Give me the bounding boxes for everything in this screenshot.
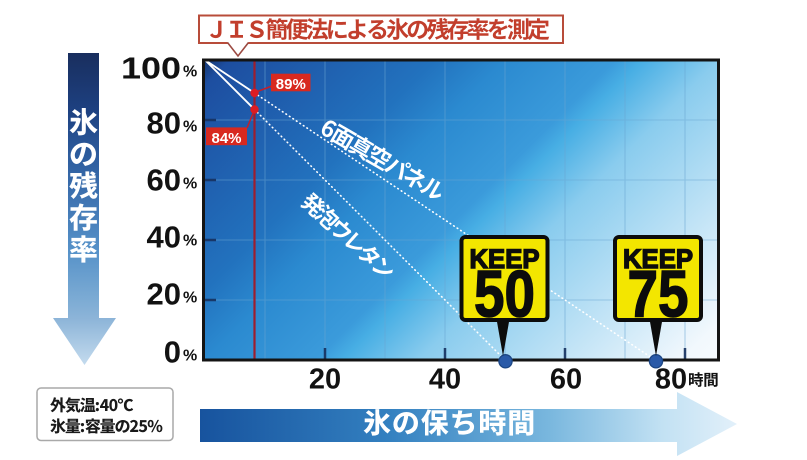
svg-text:%: % [183,233,197,250]
svg-text:20: 20 [309,364,341,396]
svg-text:40: 40 [147,220,181,255]
svg-text:100: 100 [121,51,181,86]
svg-text:80: 80 [655,364,687,396]
svg-text:KEEP: KEEP [623,244,693,274]
svg-text:%: % [183,290,197,307]
svg-text:%: % [183,64,197,81]
svg-text:75: 75 [628,257,689,331]
svg-text:60: 60 [550,364,582,396]
svg-text:80: 80 [147,106,181,141]
svg-text:%: % [183,176,197,193]
svg-text:40: 40 [429,364,461,396]
svg-text:0: 0 [164,334,181,369]
svg-text:84%: 84% [211,130,241,147]
svg-text:20: 20 [147,277,181,312]
svg-text:89%: 89% [276,76,306,93]
svg-text:%: % [183,347,197,364]
svg-text:%: % [183,119,197,136]
svg-text:60: 60 [147,163,181,198]
svg-text:50: 50 [474,257,535,331]
svg-text:KEEP: KEEP [470,244,540,274]
